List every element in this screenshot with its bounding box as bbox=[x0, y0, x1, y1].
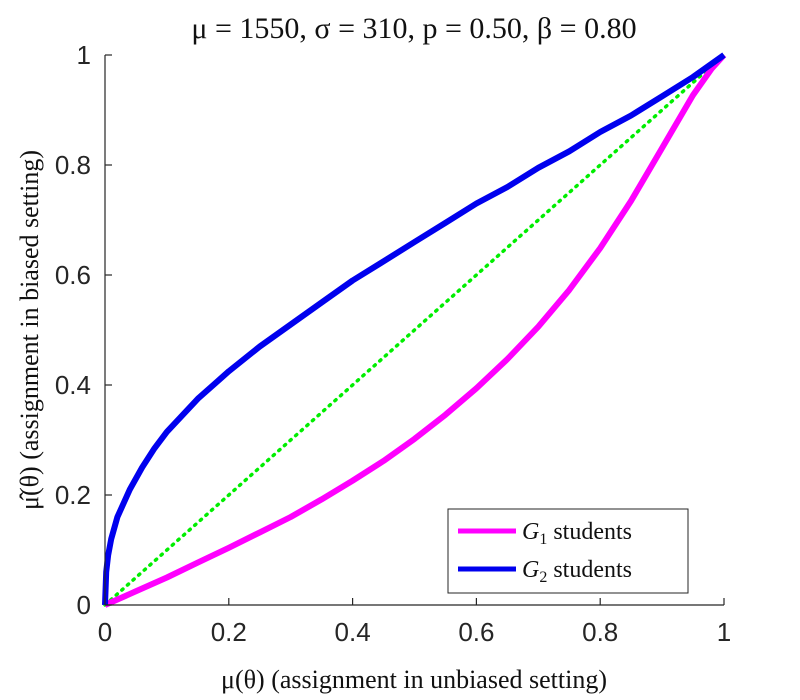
x-tick-label: 0.8 bbox=[582, 617, 618, 647]
x-tick-label: 0.4 bbox=[335, 617, 371, 647]
series-line-g1-students bbox=[103, 52, 727, 608]
x-tick-label: 1 bbox=[717, 617, 731, 647]
plot-area bbox=[102, 52, 727, 608]
y-tick-label: 1 bbox=[77, 40, 91, 70]
x-tick-label: 0 bbox=[98, 617, 112, 647]
y-tick-label: 0.6 bbox=[55, 260, 91, 290]
axes bbox=[104, 54, 725, 606]
legend-box bbox=[447, 508, 689, 594]
chart-title: μ = 1550, σ = 310, p = 0.50, β = 0.80 bbox=[191, 12, 636, 45]
y-axis-label: μ̂(θ) (assignment in biased setting) bbox=[15, 150, 44, 510]
tick-labels: 0 0.2 0.4 0.6 0.8 1 0 0.2 0.4 0.6 0.8 1 bbox=[55, 40, 731, 647]
y-tick-label: 0.2 bbox=[55, 480, 91, 510]
x-axis-label: μ(θ) (assignment in unbiased setting) bbox=[221, 665, 607, 694]
legend-label-g1: G1 students bbox=[522, 519, 632, 548]
x-tick-label: 0.2 bbox=[211, 617, 247, 647]
legend: G1 students G2 students bbox=[447, 508, 689, 594]
y-tick-label: 0.4 bbox=[55, 370, 91, 400]
legend-label-g2: G2 students bbox=[522, 557, 632, 586]
y-tick-label: 0 bbox=[77, 590, 91, 620]
x-tick-label: 0.6 bbox=[458, 617, 494, 647]
y-tick-label: 0.8 bbox=[55, 150, 91, 180]
series-line-g2-students bbox=[102, 52, 726, 606]
series-line-diagonal bbox=[103, 53, 726, 607]
